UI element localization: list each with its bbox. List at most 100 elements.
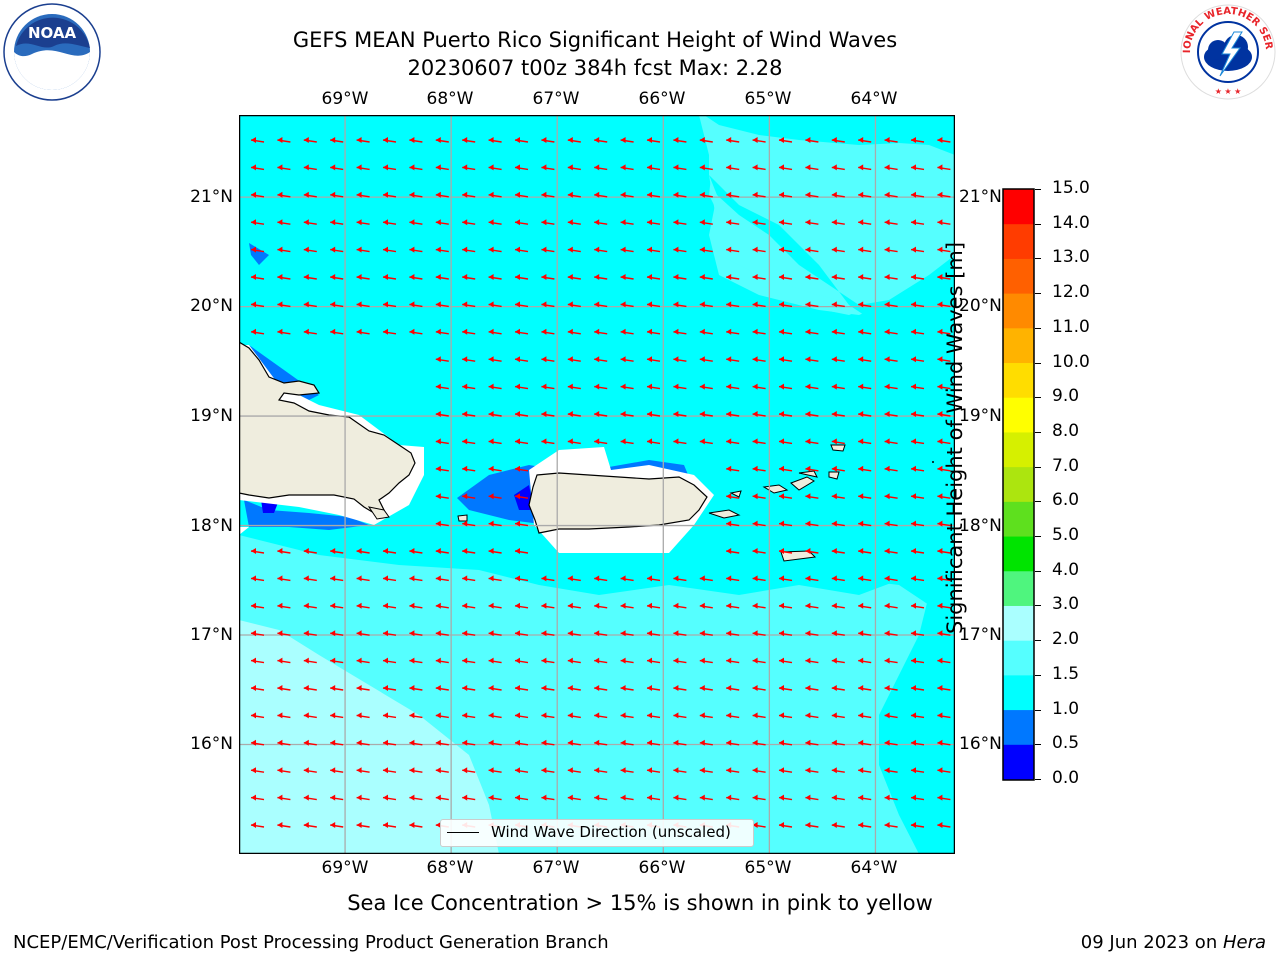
wave-arrow [514, 794, 529, 801]
wave-arrow [567, 383, 581, 390]
wave-arrow [435, 657, 449, 664]
colorbar-segment [1003, 466, 1034, 502]
wave-arrow [831, 301, 845, 308]
wave-arrow [488, 301, 502, 308]
wave-arrow [884, 356, 898, 363]
noaa-logo-icon: NOAA [3, 3, 101, 101]
wave-arrow [620, 383, 634, 390]
puerto-rico-land [528, 472, 708, 534]
colorbar-segment [1003, 501, 1034, 537]
wave-arrow [488, 411, 502, 417]
wave-arrow [778, 657, 793, 664]
wave-arrow [778, 274, 793, 280]
lat-label-left: 20°N [190, 296, 233, 316]
sea-ice-note: Sea Ice Concentration > 15% is shown in … [347, 891, 933, 915]
lat-label-right: 21°N [959, 187, 1002, 207]
wave-arrow [356, 246, 370, 253]
wave-arrow [462, 657, 476, 664]
wave-arrow [831, 328, 845, 335]
lon-label-top: 66°W [638, 89, 686, 109]
wave-arrow [884, 164, 898, 171]
wave-arrow [462, 356, 476, 363]
wave-arrow [726, 164, 740, 171]
wave-arrow [409, 739, 423, 746]
wave-field-2p0-southwest [239, 620, 499, 854]
wave-arrow [330, 685, 344, 691]
wave-arrow [858, 712, 872, 719]
wave-arrow [620, 164, 634, 171]
wave-arrow [805, 301, 819, 308]
wave-arrow [356, 767, 370, 774]
wave-arrow [330, 548, 344, 554]
wave-arrow [356, 164, 370, 171]
wave-arrow [435, 301, 449, 308]
wave-arrow [831, 520, 845, 527]
wave-arrow [752, 356, 766, 363]
wave-arrow [726, 137, 740, 143]
colorbar-segment [1003, 293, 1034, 329]
wave-arrow [937, 657, 951, 664]
wave-arrow [805, 356, 819, 363]
wave-arrow [937, 438, 951, 445]
wave-arrow [594, 602, 608, 609]
wave-arrow [594, 438, 608, 445]
wave-arrow [620, 274, 634, 280]
colorbar-tick-label: 10.0 [1052, 351, 1090, 372]
wave-arrow [409, 767, 423, 774]
wave-arrow [462, 328, 476, 335]
colorbar-tick-mark [1035, 431, 1041, 433]
wave-arrow [409, 630, 423, 637]
lat-label-left: 19°N [190, 406, 233, 426]
chart-subtitle: 20230607 t00z 384h fcst Max: 2.28 [407, 56, 783, 80]
wave-arrow [910, 822, 925, 828]
wave-arrow [673, 767, 687, 774]
wave-arrow [356, 274, 370, 280]
wave-arrow [752, 767, 766, 774]
wave-arrow [356, 794, 370, 801]
wave-arrow [831, 411, 845, 417]
wave-arrow [884, 493, 898, 500]
colorbar-segment [1003, 605, 1034, 641]
wave-arrow [884, 575, 898, 582]
wave-arrow [594, 383, 608, 390]
colorbar-tick-label: 13.0 [1052, 247, 1090, 268]
wave-arrow [778, 328, 793, 335]
wave-arrow [541, 383, 555, 390]
wave-arrow [462, 712, 476, 719]
wave-arrow [673, 657, 687, 664]
wave-arrow [488, 739, 502, 746]
wave-arrow [514, 575, 529, 582]
wave-arrow [831, 575, 845, 582]
wave-arrow [250, 548, 265, 554]
wave-arrow [831, 438, 845, 445]
wave-arrow [673, 411, 687, 417]
wave-arrow [752, 520, 766, 527]
wave-arrow [673, 164, 687, 171]
wave-arrow [778, 219, 793, 226]
wave-arrow [699, 301, 713, 308]
wave-arrow [514, 767, 529, 774]
wave-arrow [673, 219, 687, 226]
wave-arrow [382, 219, 397, 226]
wave-arrow [514, 246, 529, 253]
wave-arrow [831, 219, 845, 226]
colorbar-tick-label: 0.0 [1052, 768, 1080, 788]
wave-arrow [831, 465, 845, 472]
wave-arrow [910, 794, 925, 801]
wave-arrow [303, 685, 317, 691]
colorbar-tick-mark [1035, 744, 1041, 746]
wave-arrow [831, 657, 845, 664]
colorbar-tick-mark [1035, 779, 1041, 780]
map-panel [239, 115, 955, 854]
wave-arrow [488, 438, 502, 445]
colorbar [1002, 188, 1035, 781]
wave-arrow [752, 712, 766, 719]
wave-arrow [330, 630, 344, 637]
wave-arrow [620, 328, 634, 335]
wave-arrow [752, 191, 766, 198]
wave-arrow [488, 164, 502, 171]
colorbar-tick-mark [1035, 466, 1041, 468]
wave-arrow [488, 794, 502, 801]
wave-arrow [356, 219, 370, 226]
wave-arrow [646, 246, 661, 253]
